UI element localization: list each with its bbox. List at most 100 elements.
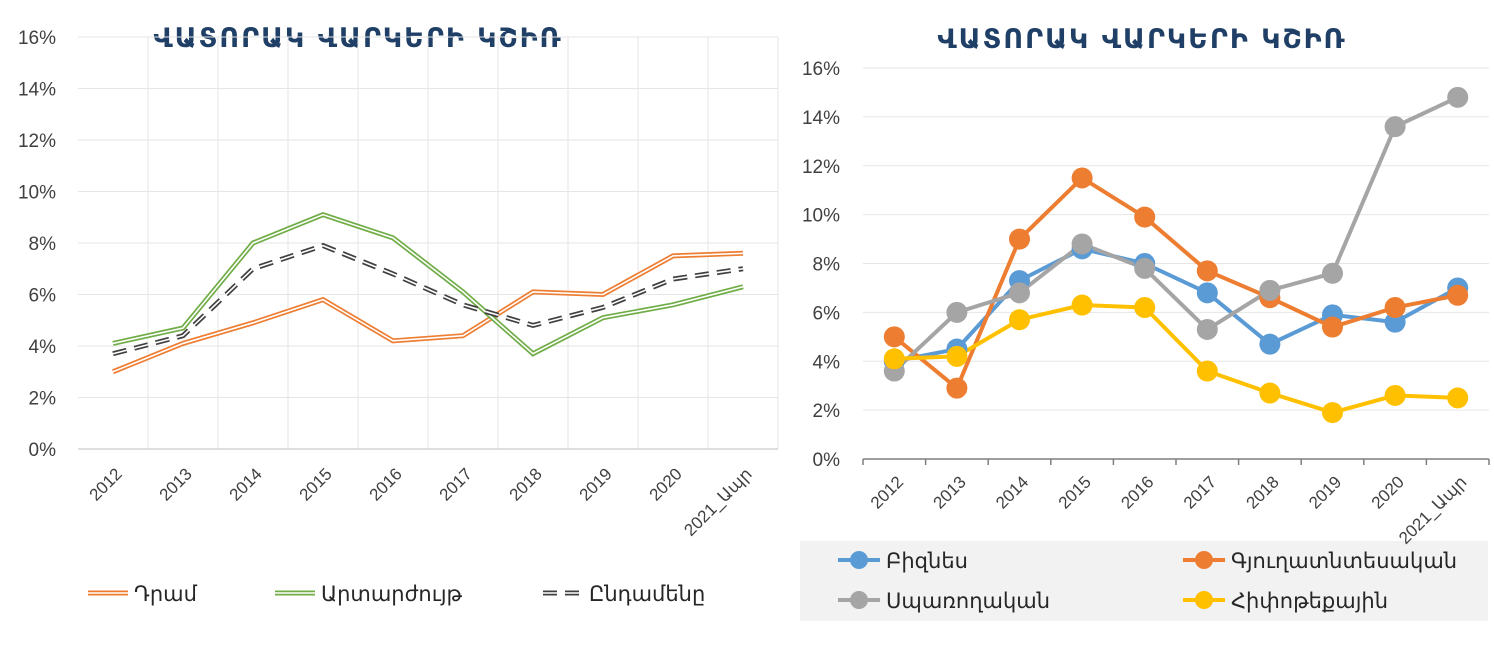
right-legend-label: Սպառողական <box>886 589 1050 613</box>
right-y-tick-label: 16% <box>802 59 840 80</box>
right-point-series-1 <box>1196 260 1218 282</box>
left-y-tick-label: 8% <box>29 234 57 255</box>
right-legend-swatch-marker <box>1195 551 1213 569</box>
right-x-tick-label: 2013 <box>930 472 970 512</box>
right-point-series-1 <box>1447 284 1469 306</box>
left-y-tick-label: 16% <box>18 28 56 49</box>
right-point-series-3 <box>1322 402 1343 424</box>
left-legend-item: Ընդամենը <box>543 582 705 606</box>
right-legend-swatch-marker <box>850 551 868 569</box>
right-x-tick-label: 2019 <box>1305 472 1345 512</box>
left-x-tick-label: 2020 <box>646 464 686 504</box>
right-line-series-1 <box>893 175 1459 391</box>
left-chart-legend: Դրամ Արտարժույթ Ընդամենը <box>88 582 705 606</box>
right-point-series-2 <box>946 301 968 323</box>
right-chart-legend: Բիզնես Գյուղատնտեսական Սպառողական Հիփոթեքայ… <box>838 549 1457 613</box>
right-y-tick-label: 0% <box>813 450 841 471</box>
right-x-tick-label: 2012 <box>867 472 907 512</box>
right-legend-item: Հիփոթեքային <box>1183 589 1388 613</box>
right-y-tick-label: 2% <box>813 401 841 422</box>
right-x-tick-label: 2016 <box>1117 472 1157 512</box>
right-point-series-3 <box>1009 309 1030 331</box>
left-legend-label: Դրամ <box>134 582 198 606</box>
right-point-series-0 <box>1384 311 1406 333</box>
left-x-tick-label: 2019 <box>576 464 616 504</box>
left-line-inner <box>112 213 744 355</box>
right-y-tick-label: 14% <box>802 108 840 129</box>
right-legend-label: Բիզնես <box>886 549 968 573</box>
right-point-series-1 <box>883 326 905 348</box>
left-x-tick-label: 2015 <box>296 464 336 504</box>
left-y-tick-label: 12% <box>18 131 56 152</box>
left-y-tick-label: 10% <box>18 183 56 204</box>
left-line-series-0 <box>112 250 744 375</box>
right-point-series-1 <box>1322 316 1343 338</box>
right-legend-label: Գյուղատնտեսական <box>1231 549 1457 573</box>
right-point-series-2 <box>1447 86 1469 108</box>
left-y-tick-label: 4% <box>29 337 57 358</box>
right-chart-series <box>883 86 1469 424</box>
right-x-tick-label: 2021_Ապր <box>1395 472 1470 547</box>
left-x-tick-label: 2013 <box>156 464 196 504</box>
left-y-tick-label: 2% <box>29 389 57 410</box>
right-legend-swatch-marker <box>850 591 868 609</box>
right-point-series-3 <box>946 345 968 367</box>
left-chart-title: ՎԱՏՈՐԱԿ ՎԱՐԿԵՐԻ ԿՇԻՌ <box>153 23 562 54</box>
right-legend-swatch-marker <box>1195 591 1213 609</box>
right-line-series-3 <box>894 303 1458 415</box>
right-point-series-3 <box>1384 384 1406 406</box>
left-chart-gridlines <box>78 36 779 450</box>
right-legend-item: Սպառողական <box>838 589 1050 613</box>
right-point-series-2 <box>1134 257 1156 279</box>
right-point-series-2 <box>1322 262 1343 284</box>
left-chart-x-ticks: 2012 2013 2014 2015 2016 2017 2018 2019 20202021… <box>86 464 756 539</box>
left-y-tick-label: 14% <box>18 80 56 101</box>
left-line-inner <box>112 252 744 373</box>
right-x-tick-label: 2020 <box>1368 472 1408 512</box>
right-point-series-1 <box>1134 206 1156 228</box>
right-y-tick-label: 12% <box>802 157 840 178</box>
right-point-series-2 <box>1384 116 1406 138</box>
left-chart-series <box>112 212 744 375</box>
right-point-series-2 <box>1071 233 1093 255</box>
left-x-tick-label: 2016 <box>366 464 406 504</box>
left-y-tick-label: 0% <box>29 440 57 461</box>
right-y-tick-label: 8% <box>813 255 841 276</box>
right-chart: ՎԱՏՈՐԱԿ ՎԱՐԿԵՐԻ ԿՇԻՌ 0% 2% 4% 6% 8% 10% 12% 14%… <box>800 24 1490 621</box>
right-legend-item: Բիզնես <box>838 549 968 573</box>
right-legend-item: Գյուղատնտեսական <box>1183 549 1457 573</box>
right-point-series-1 <box>1384 296 1406 318</box>
left-chart: ՎԱՏՈՐԱԿ ՎԱՐԿԵՐԻ ԿՇԻՌ 0% 2% 4% 6% 8% 10% 12% 14%… <box>18 23 779 606</box>
right-chart-y-ticks: 0% 2% 4% 6% 8% 10% 12% 14% 16% <box>802 59 840 471</box>
left-y-tick-label: 6% <box>29 286 57 307</box>
left-legend-label: Արտարժույթ <box>321 582 463 606</box>
left-x-tick-label: 2018 <box>506 464 546 504</box>
left-line-series-1 <box>112 212 744 357</box>
right-y-tick-label: 6% <box>813 303 841 324</box>
right-y-tick-label: 4% <box>813 352 841 373</box>
right-legend-label: Հիփոթեքային <box>1231 589 1388 613</box>
right-point-series-2 <box>1259 279 1281 301</box>
right-point-series-1 <box>946 377 968 399</box>
left-legend-item: Արտարժույթ <box>275 582 463 606</box>
left-x-tick-label: 2014 <box>226 464 266 504</box>
right-chart-gridlines <box>862 67 1490 465</box>
left-chart-y-ticks: 0% 2% 4% 6% 8% 10% 12% 14% 16% <box>18 28 56 461</box>
right-point-series-3 <box>1071 294 1093 316</box>
right-x-tick-label: 2014 <box>992 472 1032 512</box>
right-point-series-2 <box>1009 282 1030 304</box>
right-point-series-0 <box>1259 333 1281 355</box>
left-x-tick-label: 2017 <box>436 464 476 504</box>
right-y-tick-label: 10% <box>802 206 840 227</box>
right-point-series-1 <box>1071 167 1093 189</box>
right-point-series-3 <box>1196 360 1218 382</box>
right-line-series-2 <box>892 95 1459 373</box>
right-point-series-3 <box>883 348 905 370</box>
right-point-series-0 <box>1196 282 1218 304</box>
right-point-series-3 <box>1259 382 1281 404</box>
right-point-series-2 <box>1196 318 1218 340</box>
right-point-series-3 <box>1447 387 1469 409</box>
right-chart-x-ticks: 2012 2013 2014 2015 2016 2017 2018 2019 20202021… <box>867 472 1471 547</box>
left-x-tick-label: 2021_Ապր <box>680 464 755 539</box>
